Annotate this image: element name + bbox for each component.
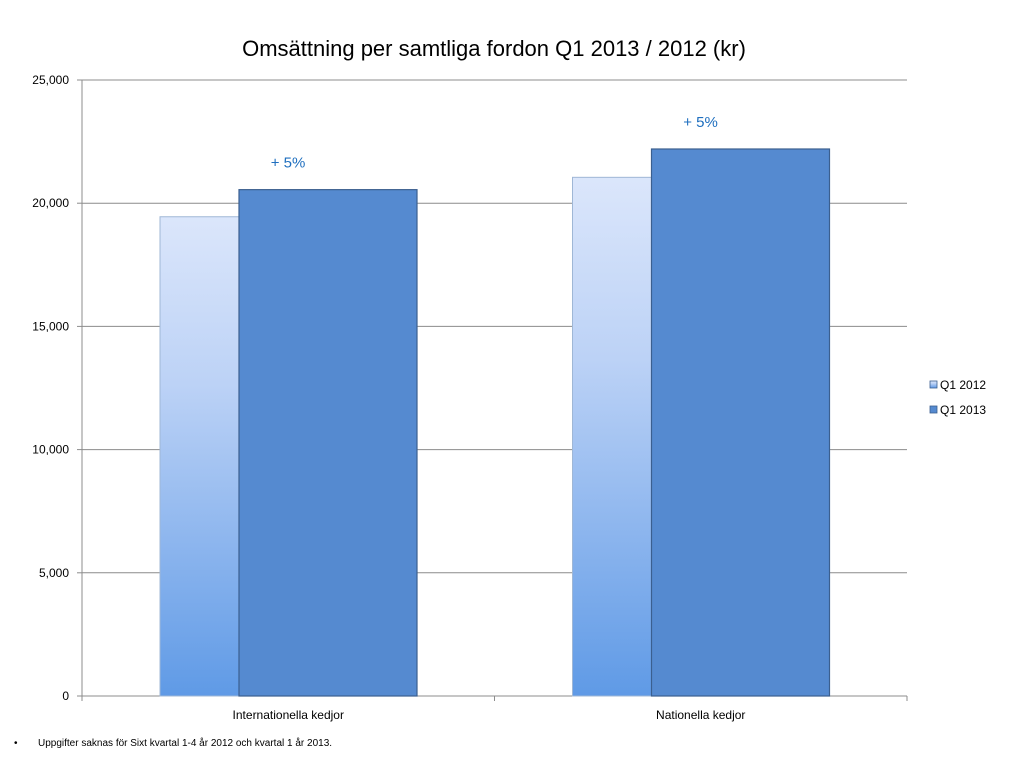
labels: Internationella kedjor + 5% Nationella ked… — [233, 114, 746, 722]
bar-chart: Omsättning per samtliga fordon Q1 2013 /… — [32, 36, 986, 722]
legend-label: Q1 2012 — [940, 378, 986, 392]
y-tick-label: 5,000 — [39, 566, 69, 580]
y-tick-label: 20,000 — [32, 196, 69, 210]
footnote-bullet: • — [14, 738, 18, 749]
footnote: • Uppgifter saknas för Sixt kvartal 1-4 å… — [14, 738, 332, 749]
bars — [159, 148, 831, 697]
y-tick-label: 15,000 — [32, 319, 69, 333]
x-tick-label: Nationella kedjor — [656, 708, 745, 722]
legend-label: Q1 2013 — [940, 403, 986, 417]
y-tick-label: 10,000 — [32, 443, 69, 457]
legend: Q1 2012 Q1 2013 — [929, 378, 986, 417]
y-tick-label: 25,000 — [32, 73, 69, 87]
legend-swatch — [929, 405, 938, 414]
growth-annotation: + 5% — [683, 114, 718, 131]
growth-annotation: + 5% — [271, 155, 306, 172]
bar-q1-2013 — [238, 189, 418, 697]
x-tick-label: Internationella kedjor — [233, 708, 344, 722]
legend-swatch — [929, 380, 938, 389]
bar-q1-2013 — [650, 148, 831, 697]
footnote-text: Uppgifter saknas för Sixt kvartal 1-4 år… — [38, 738, 333, 749]
y-tick-label: 0 — [62, 689, 69, 703]
chart-title: Omsättning per samtliga fordon Q1 2013 /… — [242, 36, 746, 61]
